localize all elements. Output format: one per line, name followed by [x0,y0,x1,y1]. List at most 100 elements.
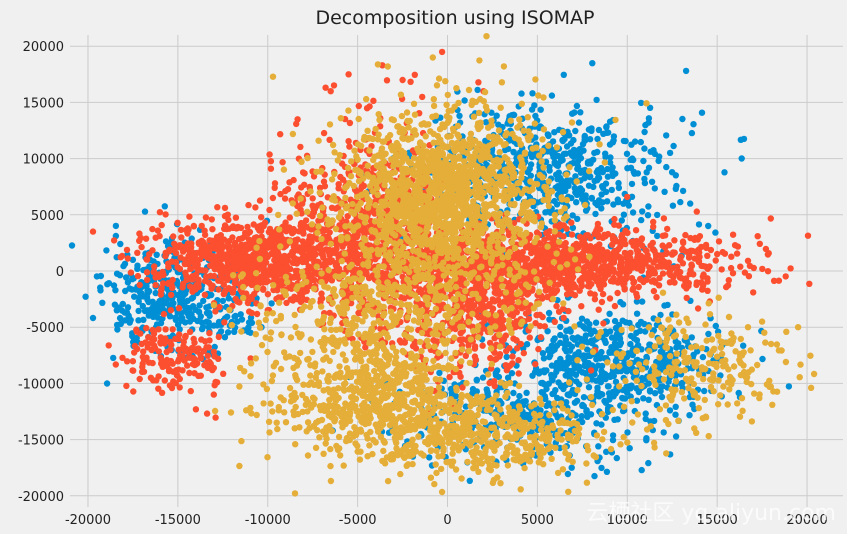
data-point [110,354,117,362]
data-point [541,369,548,376]
data-point [615,179,622,187]
data-point [627,340,634,348]
data-point [193,281,200,289]
data-point [629,209,637,216]
data-point [661,188,668,195]
data-point [279,159,286,166]
data-point [461,97,468,104]
data-point [548,290,555,297]
data-point [635,248,642,255]
data-point [672,185,679,192]
data-point [225,263,232,271]
data-point [570,146,578,154]
data-point [161,203,168,210]
data-point [208,216,215,223]
data-point [645,380,652,387]
data-point [559,136,566,144]
data-point [302,217,310,224]
data-point [245,319,253,326]
data-point [266,238,273,246]
data-point [657,311,664,319]
data-point [516,392,523,400]
data-point [540,355,548,362]
data-point [188,235,195,242]
data-point [545,309,553,317]
data-point [465,342,472,349]
data-point [578,241,585,248]
data-point [680,239,687,247]
data-points [68,33,818,497]
data-point [180,280,187,288]
data-point [113,307,121,314]
data-point [627,385,634,392]
data-point [122,274,130,281]
data-point [308,234,315,241]
data-point [113,321,121,329]
data-point [128,286,136,293]
data-point [111,301,119,308]
data-point [279,235,286,242]
data-point [271,184,278,191]
data-point [245,201,252,209]
data-point [633,310,641,317]
data-point [637,99,645,107]
data-point [188,240,195,247]
data-point [557,383,565,390]
data-point [635,283,642,291]
data-point [539,350,547,357]
data-point [225,295,232,302]
data-point [572,335,579,342]
data-point [223,251,231,258]
data-point [515,370,522,377]
data-point [536,322,544,330]
data-point [518,254,525,261]
data-point [145,298,152,306]
data-point [572,371,580,378]
data-point [624,193,631,201]
data-point [345,138,352,145]
data-point [627,164,635,171]
data-point [544,328,551,335]
data-point [124,279,132,286]
chart-title: Decomposition using ISOMAP [315,7,594,29]
data-point [162,211,169,218]
data-point [119,300,127,308]
data-point [787,265,794,272]
data-point [124,255,132,262]
data-point [309,245,316,252]
data-point [677,256,684,263]
data-point [647,148,654,155]
data-point [195,267,203,274]
data-point [103,380,111,387]
data-point [258,265,265,272]
data-point [186,213,193,220]
data-point [200,297,207,305]
data-point [158,284,165,292]
data-point [495,373,503,381]
data-point [532,246,539,253]
data-point [260,286,267,293]
data-point [577,185,584,192]
data-point [626,445,633,452]
data-point [584,410,591,417]
data-point [135,317,142,324]
data-point [682,278,689,285]
data-point [201,277,209,285]
data-point [557,355,564,363]
data-point [642,415,649,423]
data-point [583,318,591,325]
data-point [469,385,477,393]
data-point [610,259,618,266]
data-point [641,128,648,136]
data-point [154,227,162,234]
data-point [737,263,744,270]
data-point [267,165,275,172]
data-point [138,243,145,251]
data-point [609,233,616,240]
data-point [566,358,573,366]
data-point [614,289,621,297]
data-point [664,225,671,233]
data-point [608,186,615,194]
data-point [563,327,570,334]
data-point [179,314,186,322]
